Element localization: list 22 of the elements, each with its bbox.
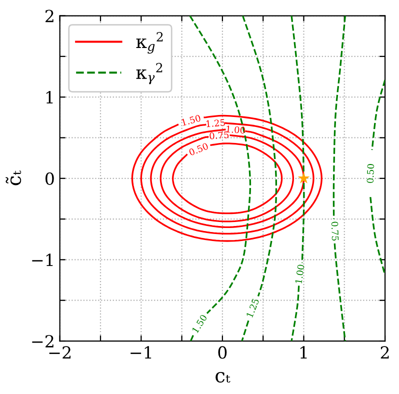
y-axis-title: c̃ₜ: [6, 170, 22, 186]
annotation: 0.75: [209, 131, 229, 140]
y-tick-label: −2: [32, 334, 54, 348]
x-tick-label: 0: [218, 346, 227, 359]
y-tick-label: 0: [45, 172, 54, 185]
annotation: 1.00: [226, 126, 246, 134]
annotation: 1.00: [295, 264, 304, 284]
annotation: 0.50: [188, 142, 209, 156]
annotation: 1.25: [206, 118, 226, 128]
y-tick-label: −1: [32, 254, 53, 266]
annotation: 0.50: [366, 164, 374, 184]
legend-label: κ$_{g}$$^{2}$: [136, 32, 163, 54]
x-axis-title: cₜ: [216, 372, 230, 383]
x-tick-label: −1: [130, 346, 152, 359]
x-tick-label: 1: [300, 346, 307, 359]
y-tick-label: 1: [46, 91, 53, 104]
annotation: 1.25: [246, 298, 260, 318]
legend-label: κ$_{γ}$$^{2}$: [136, 62, 162, 84]
annotation: 1.50: [181, 114, 201, 126]
x-tick-label: 2: [380, 346, 389, 359]
y-tick-label: 2: [46, 10, 54, 22]
annotation: 0.75: [331, 222, 339, 241]
